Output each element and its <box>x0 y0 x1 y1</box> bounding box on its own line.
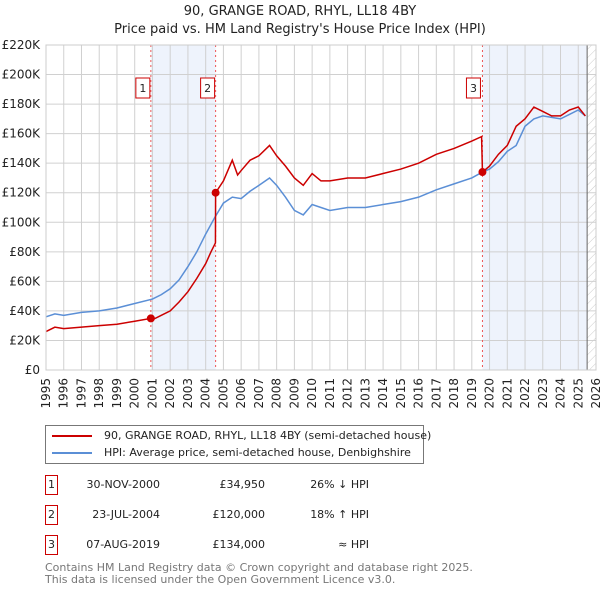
x-tick-label: 2003 <box>181 378 195 409</box>
transaction-date: 23-JUL-2004 <box>92 508 160 521</box>
x-tick-label: 2014 <box>376 378 390 409</box>
y-tick-label: £200K <box>2 68 42 82</box>
sale-badge-label: 2 <box>204 82 211 95</box>
transaction-hpi: ≈ HPI <box>338 538 369 551</box>
y-tick-label: £120K <box>2 186 42 200</box>
transaction-row: 1 30-NOV-2000 £34,950 26% ↓ HPI <box>45 475 385 495</box>
sale-badge-label: 1 <box>139 82 146 95</box>
series-line <box>45 106 586 333</box>
transaction-hpi: 26% ↓ HPI <box>310 478 369 491</box>
price-chart: 1995 1996 1997 1998 1999 2000 2001 2002 2003 2004… <box>2 38 600 409</box>
y-tick-label: £60K <box>9 274 41 288</box>
x-tick-label: 2022 <box>518 378 532 409</box>
y-tick-label: £220K <box>2 38 42 52</box>
sale-badge-label: 3 <box>470 82 477 95</box>
transaction-badge: 3 <box>45 535 58 555</box>
x-tick-label: 2001 <box>145 378 159 409</box>
sale-point <box>211 188 220 197</box>
y-tick-label: £180K <box>2 97 42 111</box>
shaded-range <box>482 45 588 370</box>
x-tick-label: 2016 <box>412 378 426 409</box>
chart-subtitle: Price paid vs. HM Land Registry's House … <box>114 22 486 37</box>
footer-copyright: Contains HM Land Registry data © Crown c… <box>45 561 473 574</box>
x-tick-label: 2011 <box>323 378 337 409</box>
legend-label-property: 90, GRANGE ROAD, RHYL, LL18 4BY (semi-de… <box>104 429 432 442</box>
sale-badge <box>200 77 216 99</box>
legend: 90, GRANGE ROAD, RHYL, LL18 4BY (semi-de… <box>45 425 431 464</box>
y-tick-label: £140K <box>2 156 42 170</box>
x-tick-label: 2021 <box>500 378 514 409</box>
y-tick-label: £160K <box>2 127 42 141</box>
x-tick-label: 2015 <box>394 378 408 409</box>
x-tick-label: 2002 <box>163 378 177 409</box>
footer-licence: This data is licensed under the Open Gov… <box>45 573 396 586</box>
x-tick-label: 2008 <box>270 378 284 409</box>
transaction-badge: 1 <box>45 475 58 495</box>
sale-badge <box>465 77 481 99</box>
transaction-hpi: 18% ↑ HPI <box>310 508 369 521</box>
sale-point <box>146 314 155 323</box>
x-tick-label: 2025 <box>571 378 585 409</box>
legend-swatch-blue <box>52 451 92 454</box>
x-tick-label: 1997 <box>74 378 88 409</box>
x-tick-label: 1998 <box>92 378 106 409</box>
x-tick-label: 1995 <box>39 378 53 409</box>
transaction-row: 2 23-JUL-2004 £120,000 18% ↑ HPI <box>45 505 385 525</box>
x-tick-label: 2018 <box>447 378 461 409</box>
transaction-date: 30-NOV-2000 <box>86 478 160 491</box>
series-line <box>45 109 586 318</box>
transaction-date: 07-AUG-2019 <box>86 538 160 551</box>
x-tick-label: 2010 <box>305 378 319 409</box>
future-hatch <box>587 45 596 370</box>
legend-label-hpi: HPI: Average price, semi-detached house,… <box>104 446 411 459</box>
transaction-price: £34,950 <box>219 478 266 491</box>
legend-swatch-red <box>52 434 92 437</box>
transaction-price: £134,000 <box>212 538 266 551</box>
x-tick-label: 2007 <box>252 378 266 409</box>
plot-frame <box>45 44 597 371</box>
x-tick-label: 1996 <box>57 378 71 409</box>
x-tick-label: 2026 <box>589 378 600 409</box>
transaction-row: 3 07-AUG-2019 £134,000 ≈ HPI <box>45 535 385 555</box>
y-tick-label: £0 <box>25 363 40 377</box>
legend-item-hpi: HPI: Average price, semi-detached house,… <box>52 446 411 459</box>
transaction-badge: 2 <box>45 505 58 525</box>
y-tick-label: £100K <box>2 215 42 229</box>
x-tick-label: 2012 <box>341 378 355 409</box>
y-tick-label: £20K <box>9 333 41 347</box>
sale-point <box>478 168 487 177</box>
x-tick-label: 2020 <box>483 378 497 409</box>
x-tick-label: 2024 <box>554 378 568 409</box>
y-tick-label: £40K <box>9 304 41 318</box>
x-tick-label: 2004 <box>199 378 213 409</box>
sale-badge <box>135 77 151 99</box>
chart-title: 90, GRANGE ROAD, RHYL, LL18 4BY <box>183 4 417 19</box>
x-tick-label: 2005 <box>216 378 230 409</box>
transaction-price: £120,000 <box>212 508 266 521</box>
x-tick-label: 2023 <box>536 378 550 409</box>
x-tick-label: 2019 <box>465 378 479 409</box>
x-tick-label: 2009 <box>287 378 301 409</box>
y-tick-label: £80K <box>9 245 41 259</box>
legend-item-property: 90, GRANGE ROAD, RHYL, LL18 4BY (semi-de… <box>52 429 431 442</box>
x-tick-label: 2017 <box>429 378 443 409</box>
x-tick-label: 1999 <box>110 378 124 409</box>
x-tick-label: 2006 <box>234 378 248 409</box>
footer: Contains HM Land Registry data © Crown c… <box>45 562 473 586</box>
x-tick-label: 2013 <box>358 378 372 409</box>
x-tick-label: 2000 <box>128 378 142 409</box>
